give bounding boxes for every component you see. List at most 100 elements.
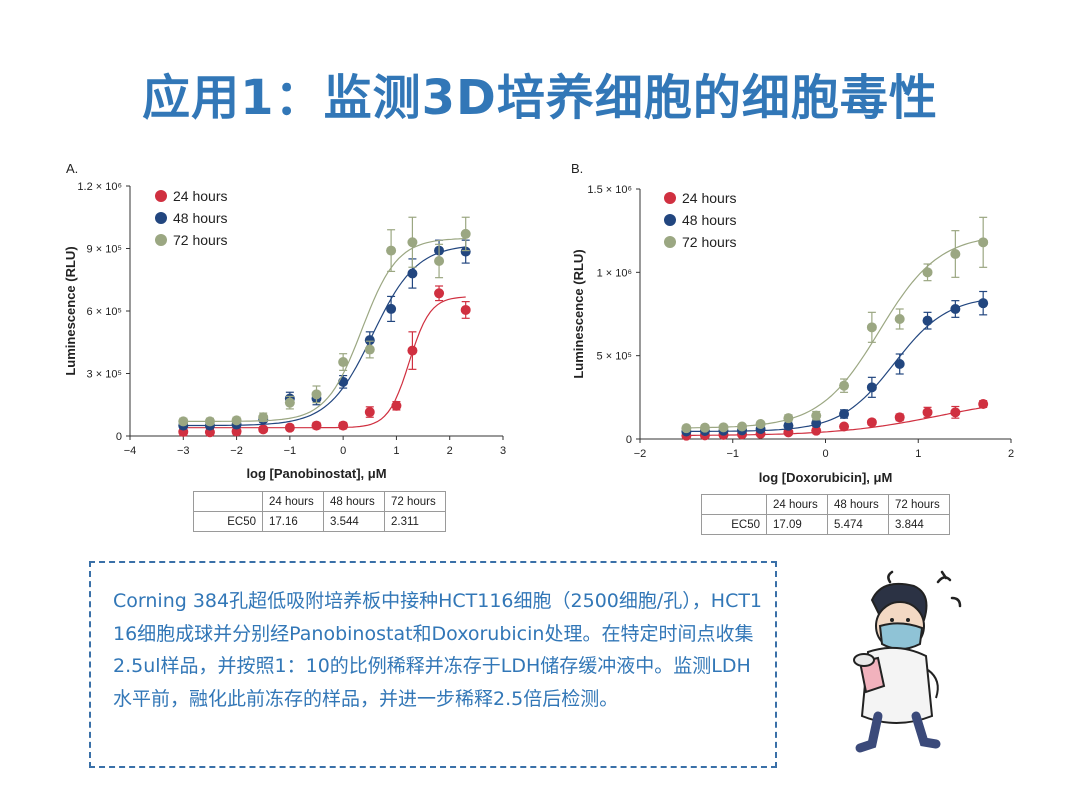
data-point — [783, 420, 794, 431]
table-header-row: 24 hours 48 hours 72 hours — [193, 491, 446, 512]
data-point — [311, 389, 322, 400]
data-point — [737, 421, 748, 432]
x-tick-label: 0 — [822, 448, 828, 460]
slide-title: 应用1：监测3D培养细胞的细胞毒性 — [142, 70, 938, 126]
y-axis-title: Luminescence (RLU) — [571, 249, 586, 378]
data-point — [338, 357, 349, 368]
legend-marker — [155, 212, 167, 224]
data-point — [839, 380, 850, 391]
description-text: Corning 384孔超低吸附培养板中接种HCT116细胞（2500细胞/孔）… — [113, 590, 763, 710]
data-point — [894, 314, 905, 324]
table-row: EC50 17.09 5.474 3.844 — [701, 514, 950, 535]
fit-curve — [686, 239, 984, 429]
table-row-label: EC50 — [193, 511, 263, 532]
data-point — [258, 412, 269, 423]
data-point — [311, 420, 322, 431]
y-tick-label: 9 × 10⁵ — [87, 244, 122, 256]
y-tick-label: 6 × 10⁵ — [87, 306, 122, 318]
data-point — [866, 382, 877, 393]
data-point — [839, 409, 850, 419]
data-point — [922, 267, 933, 278]
table-header-cell: 24 hours — [262, 491, 324, 512]
x-tick-label: 3 — [500, 445, 506, 457]
legend-label: 24 hours — [682, 190, 736, 206]
table-header-cell: 48 hours — [827, 494, 889, 515]
x-tick-label: −1 — [284, 445, 297, 457]
data-point — [894, 359, 905, 369]
data-point — [407, 237, 418, 248]
data-point — [364, 407, 375, 418]
table-header-cell — [701, 494, 767, 515]
data-point — [338, 420, 349, 431]
table-cell: 17.09 — [766, 514, 828, 535]
data-point — [894, 412, 905, 423]
data-point — [950, 407, 961, 418]
legend-marker — [664, 214, 676, 226]
table-cell: 5.474 — [827, 514, 889, 535]
panel-label: A. — [66, 161, 78, 176]
table-header-cell — [193, 491, 263, 512]
data-point — [922, 407, 933, 418]
data-point — [839, 421, 850, 432]
description-box: Corning 384孔超低吸附培养板中接种HCT116细胞（2500细胞/孔）… — [89, 561, 777, 768]
data-point — [434, 256, 445, 266]
legend-marker — [155, 190, 167, 202]
y-tick-label: 5 × 10⁵ — [597, 351, 632, 363]
data-point — [783, 413, 794, 424]
data-point — [231, 415, 242, 426]
data-point — [258, 424, 269, 435]
fit-curve — [686, 299, 984, 432]
data-point — [386, 245, 397, 256]
x-tick-label: 1 — [393, 445, 399, 457]
data-point — [699, 422, 710, 433]
data-point — [231, 426, 242, 437]
y-tick-label: 3 × 10⁵ — [87, 369, 122, 381]
legend-label: 24 hours — [173, 188, 227, 204]
table-header-cell: 72 hours — [384, 491, 446, 512]
data-point — [204, 416, 215, 427]
data-point — [460, 246, 471, 257]
legend-marker — [155, 234, 167, 246]
table-row: EC50 17.16 3.544 2.311 — [193, 511, 446, 532]
legend-marker — [664, 192, 676, 204]
data-point — [460, 228, 471, 239]
x-tick-label: −4 — [124, 445, 137, 457]
data-point — [978, 298, 989, 309]
fit-curve — [183, 296, 466, 429]
data-point — [284, 422, 295, 433]
table-header-cell: 48 hours — [323, 491, 385, 512]
table-cell: 3.844 — [888, 514, 950, 535]
data-point — [811, 418, 822, 429]
x-tick-label: −3 — [177, 445, 190, 457]
data-point — [866, 417, 877, 428]
data-point — [386, 303, 397, 314]
x-tick-label: −2 — [634, 448, 647, 460]
data-point — [460, 304, 471, 315]
table-header-cell: 24 hours — [766, 494, 828, 515]
fit-curve — [183, 246, 466, 427]
ec50-table-a: 24 hours 48 hours 72 hours EC50 17.16 3.… — [193, 491, 446, 532]
x-tick-label: 2 — [1008, 448, 1014, 460]
x-tick-label: −2 — [230, 445, 243, 457]
data-point — [407, 268, 418, 279]
data-point — [364, 335, 375, 346]
y-tick-label: 1 × 10⁶ — [597, 267, 632, 279]
y-axis-title: Luminescence (RLU) — [63, 246, 78, 375]
data-point — [978, 237, 989, 248]
table-header-cell: 72 hours — [888, 494, 950, 515]
table-cell: 17.16 — [262, 511, 324, 532]
table-header-row: 24 hours 48 hours 72 hours — [701, 494, 950, 515]
fit-curve — [686, 406, 984, 436]
x-tick-label: −1 — [726, 448, 739, 460]
x-axis-title: log [Panobinostat], μM — [246, 466, 386, 481]
data-point — [391, 400, 402, 411]
data-point — [811, 425, 822, 436]
legend-label: 48 hours — [682, 212, 736, 228]
data-point — [922, 315, 933, 326]
legend-label: 72 hours — [173, 232, 227, 248]
data-point — [178, 416, 189, 427]
data-point — [978, 399, 989, 409]
y-tick-label: 1.5 × 10⁶ — [587, 184, 632, 196]
